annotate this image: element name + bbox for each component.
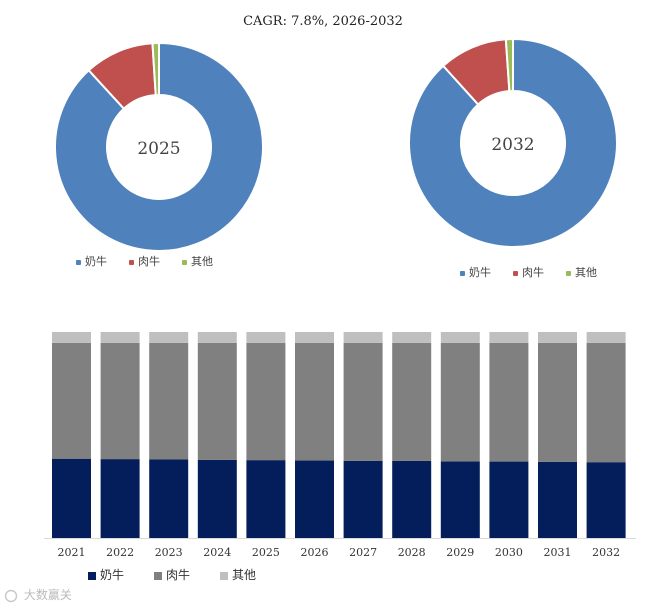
- donut-legend-2032: 奶牛 肉牛 其他: [460, 264, 619, 280]
- x-tick-label: 2029: [446, 546, 474, 559]
- x-tick-label: 2028: [398, 546, 426, 559]
- bar-2030-series-1: [489, 461, 529, 538]
- bar-2029-series-1: [440, 461, 480, 538]
- bar-2024-series-1: [197, 459, 237, 538]
- bar-2031-series-3: [538, 332, 577, 343]
- donut-slice-2032-1: [408, 37, 618, 248]
- watermark-logo-icon: [4, 589, 18, 602]
- x-tick-label: 2027: [349, 546, 377, 559]
- bar-legend-label: 奶牛: [100, 568, 125, 582]
- bar-2029-series-3: [440, 332, 480, 343]
- bar-2027-series-1: [343, 460, 383, 538]
- x-tick-label: 2022: [106, 546, 134, 559]
- bar-2026-series-2: [295, 342, 334, 461]
- bar-2028-series-2: [392, 342, 432, 461]
- bar-2031-series-2: [538, 342, 577, 462]
- bar-2025-series-2: [246, 342, 286, 461]
- bar-2024-series-2: [197, 342, 237, 460]
- bar-legend-swatch: [154, 571, 163, 580]
- bar-legend-swatch: [220, 571, 229, 580]
- donut-center-label: 2032: [491, 135, 534, 155]
- donut-chart-2025: 2025: [54, 41, 264, 252]
- legend-label: 其他: [191, 255, 213, 268]
- bar-2025-series-3: [246, 332, 286, 343]
- bar-2022-series-1: [100, 459, 140, 538]
- bar-2028-series-1: [392, 460, 432, 538]
- bar-2022-series-2: [100, 342, 140, 460]
- bar-2030-series-3: [489, 332, 529, 343]
- legend-swatch: [182, 259, 187, 265]
- bar-2027-series-2: [343, 342, 383, 461]
- x-tick-label: 2021: [58, 546, 86, 559]
- legend-label: 奶牛: [85, 255, 107, 268]
- bar-2031-series-1: [538, 461, 577, 538]
- legend-item: 奶牛: [460, 264, 491, 280]
- legend-item: 肉牛: [513, 264, 544, 280]
- watermark-text: 大数赢关: [23, 588, 72, 602]
- cagr-title: CAGR: 7.8%, 2026-2032: [243, 14, 403, 29]
- legend-swatch: [129, 259, 134, 265]
- bar-2028-series-3: [392, 332, 432, 343]
- bar-2023-series-2: [149, 342, 189, 460]
- bar-legend-item: 肉牛: [154, 566, 190, 583]
- stacked-bar-chart: 2021 2022 2023 2024 2025 2026 2027 2028 2029 2030…: [44, 332, 636, 559]
- legend-swatch: [460, 270, 465, 276]
- legend-item: 其他: [182, 253, 213, 269]
- donut-chart-2032: 2032: [408, 37, 618, 248]
- bar-2022-series-3: [100, 332, 140, 343]
- donut-slice-2025-1: [54, 41, 264, 252]
- bar-legend-label: 肉牛: [166, 568, 191, 582]
- bar-legend-label: 其他: [232, 568, 257, 582]
- bar-2026-series-1: [295, 460, 334, 538]
- bar-2021-series-2: [52, 342, 91, 459]
- x-tick-label: 2030: [495, 546, 523, 559]
- x-tick-label: 2024: [203, 546, 231, 559]
- legend-label: 肉牛: [522, 266, 544, 279]
- legend-swatch: [76, 259, 81, 265]
- bar-2026-series-3: [295, 332, 334, 343]
- bar-2032-series-1: [586, 462, 626, 538]
- bar-2024-series-3: [197, 332, 237, 343]
- x-tick-label: 2026: [301, 546, 329, 559]
- legend-item: 奶牛: [76, 253, 107, 269]
- x-tick-label: 2032: [592, 546, 620, 559]
- bar-2025-series-1: [246, 460, 286, 538]
- donut-slice-2032-3: [504, 37, 514, 93]
- bar-2021-series-3: [52, 332, 91, 343]
- x-tick-label: 2023: [155, 546, 183, 559]
- legend-swatch: [566, 270, 571, 276]
- legend-swatch: [513, 270, 518, 276]
- watermark: 大数赢关: [4, 586, 72, 603]
- legend-label: 其他: [575, 266, 597, 279]
- donut-legend-2025: 奶牛 肉牛 其他: [76, 253, 235, 269]
- bar-2032-series-3: [586, 332, 626, 343]
- x-tick-label: 2025: [252, 546, 280, 559]
- bar-2029-series-2: [440, 342, 480, 462]
- donut-slice-2025-3: [151, 41, 160, 97]
- legend-label: 奶牛: [469, 266, 491, 279]
- x-tick-label: 2031: [544, 546, 572, 559]
- bar-legend: 奶牛 肉牛 其他: [88, 566, 286, 583]
- bar-legend-item: 奶牛: [88, 566, 124, 583]
- bar-2027-series-3: [343, 332, 383, 343]
- bar-legend-swatch: [88, 571, 96, 580]
- legend-label: 肉牛: [138, 255, 160, 268]
- legend-item: 其他: [566, 264, 597, 280]
- bar-2032-series-2: [586, 342, 626, 463]
- bar-2023-series-1: [149, 459, 189, 538]
- bar-2023-series-3: [149, 332, 189, 343]
- legend-item: 肉牛: [129, 253, 160, 269]
- bar-2021-series-1: [52, 458, 91, 538]
- bar-legend-item: 其他: [220, 566, 256, 583]
- bar-2030-series-2: [489, 342, 529, 462]
- donut-center-label: 2025: [137, 139, 180, 159]
